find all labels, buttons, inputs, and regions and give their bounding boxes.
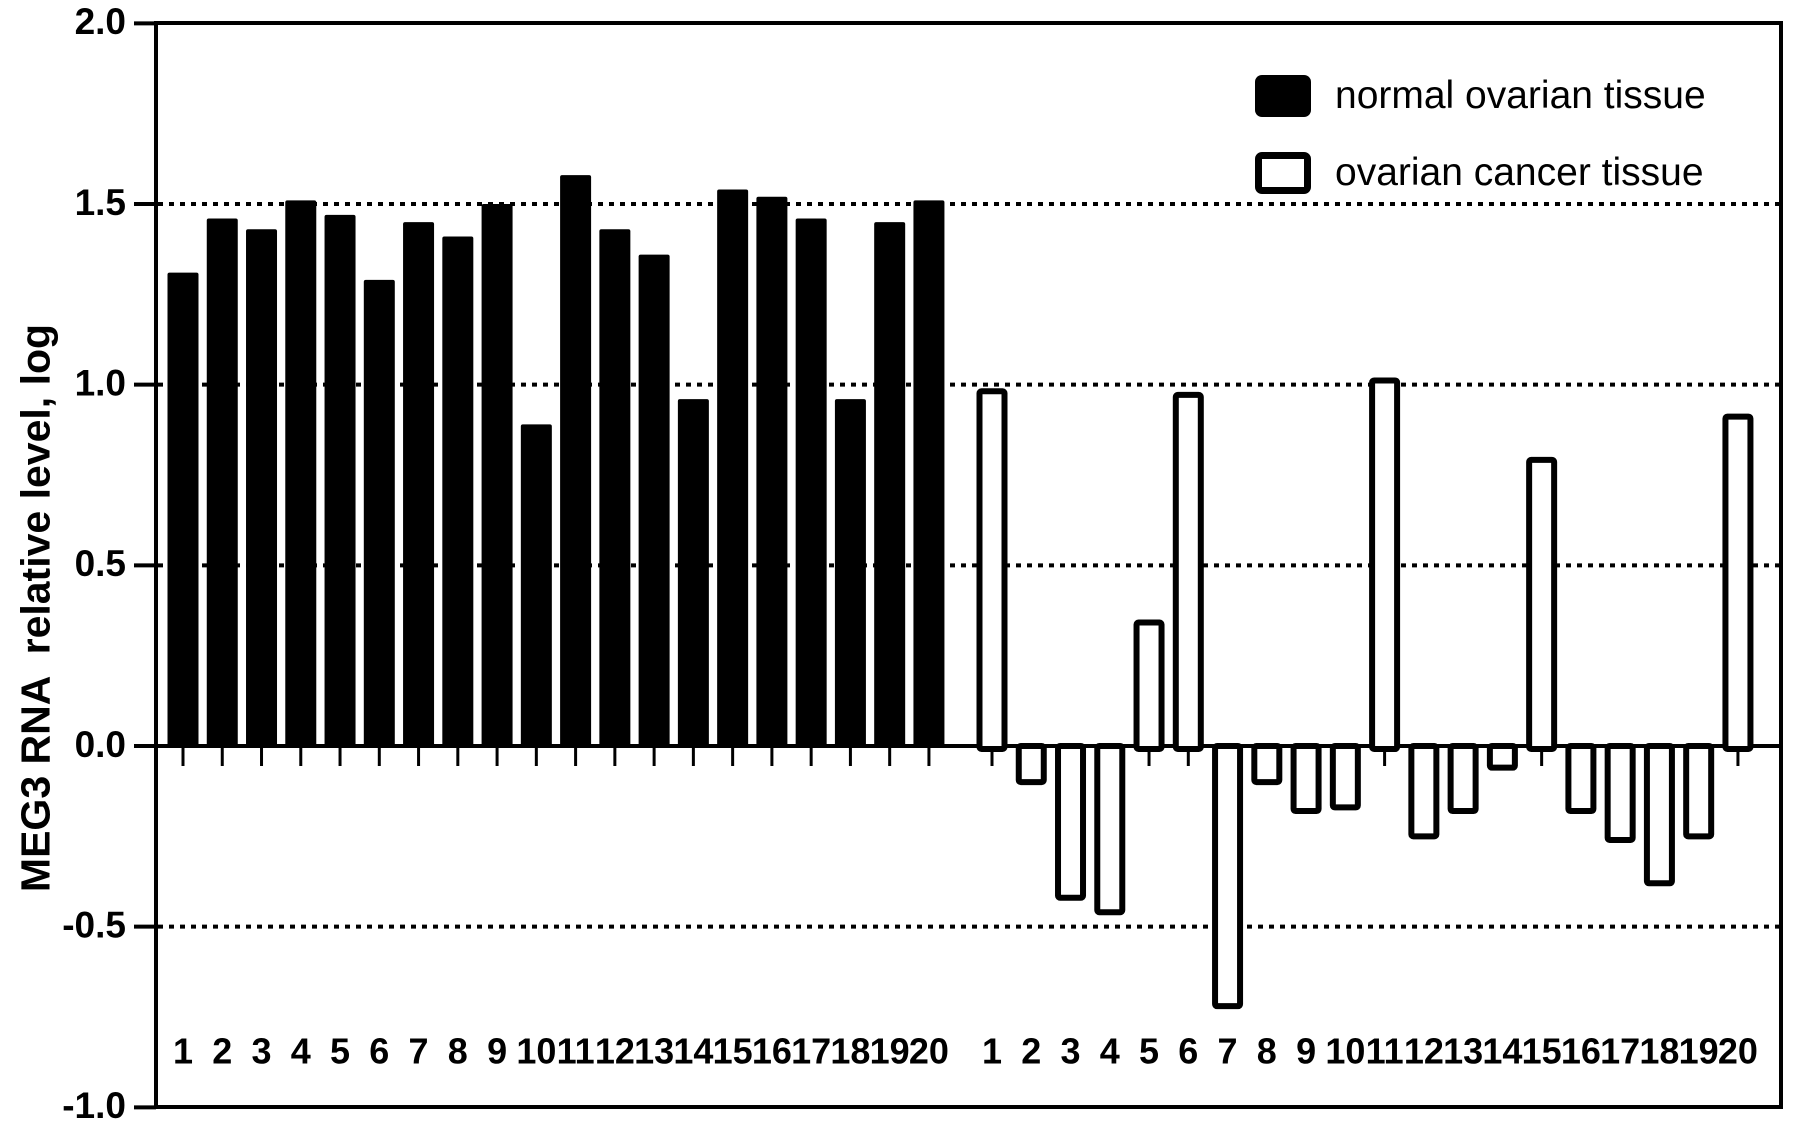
bar-cancer-1 [976, 388, 1008, 752]
x-label-normal-18: 18 [830, 1031, 870, 1072]
bar-cancer-5 [1133, 619, 1165, 752]
bar-normal-8 [442, 236, 474, 748]
bar-normal-2 [206, 218, 238, 749]
x-label-cancer-19: 19 [1679, 1031, 1719, 1072]
bar-normal-3 [246, 229, 278, 748]
bar-normal-7 [403, 222, 435, 748]
bar-cancer-3 [1055, 743, 1087, 901]
bar-cancer-14 [1486, 743, 1518, 771]
y-axis-title: MEG3 RNA relative level, log [12, 323, 59, 893]
x-label-cancer-5: 5 [1139, 1031, 1159, 1072]
bar-normal-13 [638, 254, 670, 749]
y-tick-label: 1.0 [75, 362, 126, 403]
y-tick-label: -0.5 [62, 904, 126, 945]
bar-normal-18 [834, 399, 866, 748]
bar-normal-15 [717, 189, 749, 748]
bar-cancer-18 [1643, 743, 1675, 887]
x-label-normal-12: 12 [595, 1031, 635, 1072]
bar-cancer-15 [1526, 456, 1558, 752]
bar-cancer-8 [1251, 743, 1283, 786]
x-label-normal-15: 15 [713, 1031, 753, 1072]
x-label-cancer-6: 6 [1178, 1031, 1198, 1072]
legend-swatch-filled-icon [1255, 75, 1311, 117]
y-tick-label: 2.0 [75, 1, 126, 42]
x-label-cancer-4: 4 [1100, 1031, 1120, 1072]
x-label-cancer-2: 2 [1021, 1031, 1041, 1072]
bar-cancer-17 [1604, 743, 1636, 843]
x-label-normal-20: 20 [909, 1031, 949, 1072]
y-tick-label: 0.5 [75, 543, 126, 584]
x-label-normal-3: 3 [252, 1031, 272, 1072]
bar-normal-11 [560, 175, 592, 748]
legend-item-normal: normal ovarian tissue [1255, 74, 1706, 118]
x-label-cancer-1: 1 [982, 1031, 1002, 1072]
bar-normal-10 [520, 424, 552, 748]
bar-cancer-20 [1722, 413, 1754, 752]
x-label-cancer-11: 11 [1366, 1031, 1404, 1072]
x-label-normal-17: 17 [791, 1031, 831, 1072]
bar-cancer-7 [1212, 743, 1244, 1010]
x-label-normal-2: 2 [212, 1031, 232, 1072]
y-tick-label: 1.5 [75, 182, 126, 223]
x-label-normal-13: 13 [634, 1031, 674, 1072]
x-label-normal-5: 5 [330, 1031, 350, 1072]
bar-cancer-16 [1565, 743, 1597, 815]
x-label-cancer-17: 17 [1600, 1031, 1640, 1072]
bar-cancer-19 [1683, 743, 1715, 840]
legend: normal ovarian tissue ovarian cancer tis… [1255, 74, 1706, 195]
x-label-normal-14: 14 [673, 1031, 713, 1072]
bar-cancer-6 [1172, 391, 1204, 752]
bar-cancer-9 [1290, 743, 1322, 815]
x-label-normal-1: 1 [173, 1031, 193, 1072]
bar-cancer-10 [1329, 743, 1361, 811]
x-label-normal-9: 9 [487, 1031, 507, 1072]
x-label-normal-11: 11 [557, 1031, 595, 1072]
bar-cancer-11 [1369, 377, 1401, 752]
legend-label-normal: normal ovarian tissue [1335, 74, 1706, 117]
x-label-normal-7: 7 [409, 1031, 429, 1072]
bar-normal-4 [285, 200, 317, 748]
bar-normal-5 [324, 214, 356, 748]
x-label-normal-16: 16 [752, 1031, 792, 1072]
bar-cancer-13 [1447, 743, 1479, 815]
x-label-normal-19: 19 [870, 1031, 910, 1072]
bar-cancer-12 [1408, 743, 1440, 840]
x-label-cancer-18: 18 [1639, 1031, 1679, 1072]
bar-normal-9 [481, 204, 513, 748]
x-label-cancer-15: 15 [1522, 1031, 1562, 1072]
bar-normal-16 [756, 196, 788, 749]
x-label-normal-8: 8 [448, 1031, 468, 1072]
bar-cancer-4 [1094, 743, 1126, 916]
bar-normal-14 [677, 399, 709, 748]
bar-normal-20 [913, 200, 945, 748]
x-label-normal-4: 4 [291, 1031, 311, 1072]
x-label-cancer-20: 20 [1718, 1031, 1758, 1072]
x-label-cancer-10: 10 [1325, 1031, 1365, 1072]
legend-swatch-open-icon [1255, 152, 1311, 194]
y-tick-label: -1.0 [62, 1085, 126, 1126]
x-label-cancer-16: 16 [1561, 1031, 1601, 1072]
x-label-cancer-8: 8 [1257, 1031, 1277, 1072]
x-label-cancer-14: 14 [1482, 1031, 1522, 1072]
bar-normal-12 [599, 229, 631, 748]
bar-normal-1 [167, 272, 199, 748]
y-tick-label: 0.0 [75, 724, 126, 765]
x-label-cancer-7: 7 [1218, 1031, 1238, 1072]
x-label-normal-6: 6 [369, 1031, 389, 1072]
x-label-cancer-13: 13 [1443, 1031, 1483, 1072]
bar-cancer-2 [1015, 743, 1047, 786]
x-label-cancer-3: 3 [1061, 1031, 1081, 1072]
x-label-normal-10: 10 [516, 1031, 556, 1072]
x-label-cancer-12: 12 [1404, 1031, 1444, 1072]
bar-normal-17 [795, 218, 827, 749]
bar-normal-19 [874, 222, 906, 748]
legend-item-cancer: ovarian cancer tissue [1255, 151, 1706, 195]
legend-label-cancer: ovarian cancer tissue [1335, 151, 1704, 194]
bar-normal-6 [363, 279, 395, 748]
x-label-cancer-9: 9 [1296, 1031, 1316, 1072]
